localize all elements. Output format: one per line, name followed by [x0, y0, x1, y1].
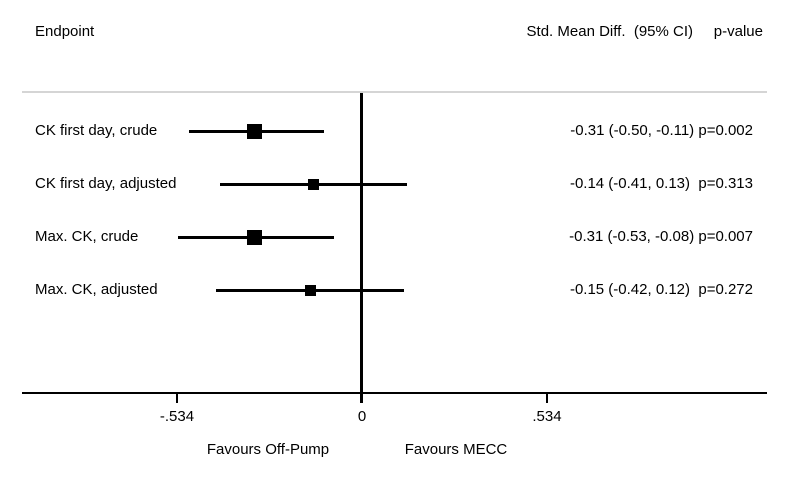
effect-and-pvalue-text: -0.31 (-0.50, -0.11) p=0.002 [570, 122, 753, 139]
x-axis-tick-label: -.534 [159, 408, 195, 425]
effect-and-pvalue-text: -0.14 (-0.41, 0.13) p=0.313 [569, 175, 753, 192]
header-separator-line [22, 91, 767, 93]
point-estimate-marker [247, 229, 263, 245]
row-label: Max. CK, crude [35, 228, 139, 245]
zero-reference-line [360, 93, 363, 403]
row-label: CK first day, crude [35, 122, 158, 139]
favours-left-label: Favours Off-Pump [206, 441, 330, 458]
point-estimate-marker [307, 178, 319, 190]
x-axis-line [22, 392, 767, 394]
x-axis-tick-label: .534 [532, 408, 562, 425]
row-label: CK first day, adjusted [35, 175, 177, 192]
x-axis-tick-label: 0 [357, 408, 367, 425]
endpoint-column-header: Endpoint [35, 23, 95, 40]
x-axis-tick-mark [176, 392, 178, 403]
x-axis-tick-mark [546, 392, 548, 403]
pvalue-column-header: p-value [713, 23, 763, 40]
point-estimate-marker [304, 284, 316, 296]
favours-right-label: Favours MECC [404, 441, 508, 458]
effect-and-pvalue-text: -0.31 (-0.53, -0.08) p=0.007 [569, 228, 753, 245]
point-estimate-marker [247, 123, 263, 139]
effect-and-pvalue-text: -0.15 (-0.42, 0.12) p=0.272 [569, 281, 753, 298]
x-axis-tick-mark [361, 392, 363, 403]
effect-column-header: Std. Mean Diff. (95% CI) [526, 23, 693, 40]
row-label: Max. CK, adjusted [35, 281, 158, 298]
